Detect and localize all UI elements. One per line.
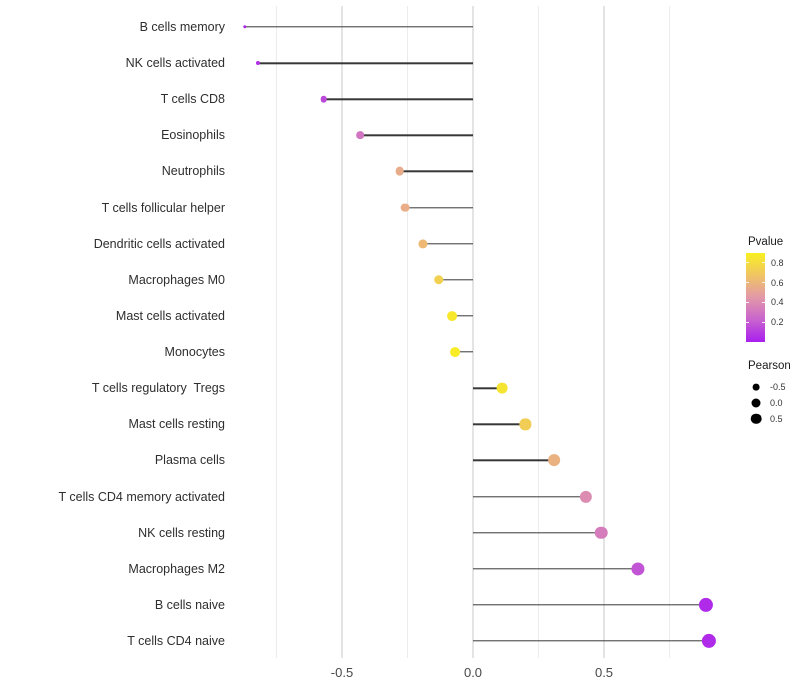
category-label: Dendritic cells activated — [93, 236, 225, 251]
category-label: T cells CD8 — [160, 92, 225, 107]
x-tick-label: 0.0 — [463, 665, 483, 680]
colorbar-tick-label: 0.6 — [771, 277, 784, 288]
category-label: B cells naive — [154, 597, 225, 612]
pearson-legend-label: 0.0 — [770, 397, 783, 408]
colorbar-tick-notch — [746, 321, 749, 323]
lollipop-dot — [400, 203, 410, 212]
lollipop-dot — [579, 490, 592, 503]
category-label: T cells regulatory Tregs — [91, 381, 225, 396]
lollipop-stem — [473, 531, 602, 534]
lollipop-dot — [519, 418, 532, 430]
pearson-legend-title: Pearson — [748, 360, 791, 372]
lollipop-dot — [548, 454, 561, 467]
minor-gridline — [276, 6, 277, 658]
lollipop-dot — [256, 61, 261, 66]
lollipop-dot — [631, 562, 645, 576]
lollipop-stem — [258, 62, 473, 64]
lollipop-stem — [404, 206, 473, 209]
minor-gridline — [669, 6, 670, 658]
pearson-legend-dot — [752, 383, 760, 391]
x-tick-label: -0.5 — [330, 665, 354, 680]
category-label: NK cells resting — [138, 525, 225, 540]
colorbar-tick-label: 0.4 — [771, 297, 784, 308]
lollipop-dot — [320, 95, 327, 103]
category-label: Mast cells resting — [128, 417, 225, 432]
lollipop-dot — [243, 25, 247, 29]
colorbar-tick-label: 0.2 — [771, 317, 784, 328]
lollipop-stem — [245, 26, 473, 28]
category-label: Eosinophils — [161, 128, 225, 143]
lollipop-dot — [449, 347, 460, 358]
major-gridline — [472, 6, 474, 658]
colorbar-tick-notch — [762, 301, 765, 304]
colorbar-tick-notch — [746, 262, 749, 264]
lollipop-stem — [473, 423, 526, 426]
x-tick-label: 0.5 — [594, 665, 614, 680]
lollipop-dot — [496, 382, 508, 394]
pearson-legend-dot — [750, 413, 762, 424]
colorbar-tick-notch — [762, 262, 765, 264]
lollipop-stem — [473, 604, 707, 606]
lollipop-dot — [701, 633, 716, 649]
pvalue-colorbar — [746, 253, 765, 342]
lollipop-stem — [454, 351, 473, 353]
colorbar-tick-notch — [746, 301, 749, 304]
lollipop-dot — [434, 275, 444, 285]
category-label: B cells memory — [139, 20, 225, 34]
lollipop-stem — [452, 315, 473, 317]
category-label: T cells CD4 naive — [127, 634, 225, 649]
lollipop-stem — [473, 459, 555, 462]
pearson-legend-label: -0.5 — [770, 382, 786, 392]
colorbar-tick-notch — [762, 282, 765, 284]
lollipop-stem — [323, 98, 473, 100]
pearson-legend-dot — [751, 398, 761, 408]
lollipop-dot — [447, 311, 457, 321]
lollipop-stem — [399, 170, 473, 173]
lollipop-dot — [595, 526, 608, 539]
pearson-legend-label: 0.5 — [770, 413, 783, 424]
category-label: T cells CD4 memory activated — [58, 489, 226, 504]
category-label: Plasma cells — [154, 453, 225, 468]
lollipop-stem — [423, 243, 473, 245]
category-label: Monocytes — [164, 345, 225, 360]
lollipop-dot — [418, 239, 428, 249]
colorbar-tick-label: 0.8 — [771, 257, 784, 268]
lollipop-dot — [395, 167, 404, 176]
major-gridline — [341, 6, 343, 658]
minor-gridline — [407, 6, 408, 658]
category-label: T cells follicular helper — [101, 200, 225, 215]
category-label: Mast cells activated — [115, 308, 225, 323]
category-label: Neutrophils — [161, 164, 225, 179]
lollipop-stem — [473, 495, 586, 498]
pvalue-legend-title: Pvalue — [748, 236, 784, 248]
lollipop-stem — [360, 134, 473, 137]
colorbar-tick-notch — [746, 282, 749, 284]
lollipop-stem — [473, 387, 502, 389]
category-label: Macrophages M0 — [128, 272, 225, 287]
category-label: Macrophages M2 — [128, 561, 225, 576]
minor-gridline — [538, 6, 539, 658]
lollipop-stem — [473, 640, 709, 642]
lollipop-stem — [473, 568, 639, 570]
lollipop-dot — [356, 131, 365, 140]
lollipop-stem — [438, 279, 473, 281]
colorbar-tick-notch — [762, 321, 765, 323]
lollipop-dot — [699, 597, 714, 612]
category-label: NK cells activated — [125, 56, 225, 71]
major-gridline — [603, 6, 605, 658]
